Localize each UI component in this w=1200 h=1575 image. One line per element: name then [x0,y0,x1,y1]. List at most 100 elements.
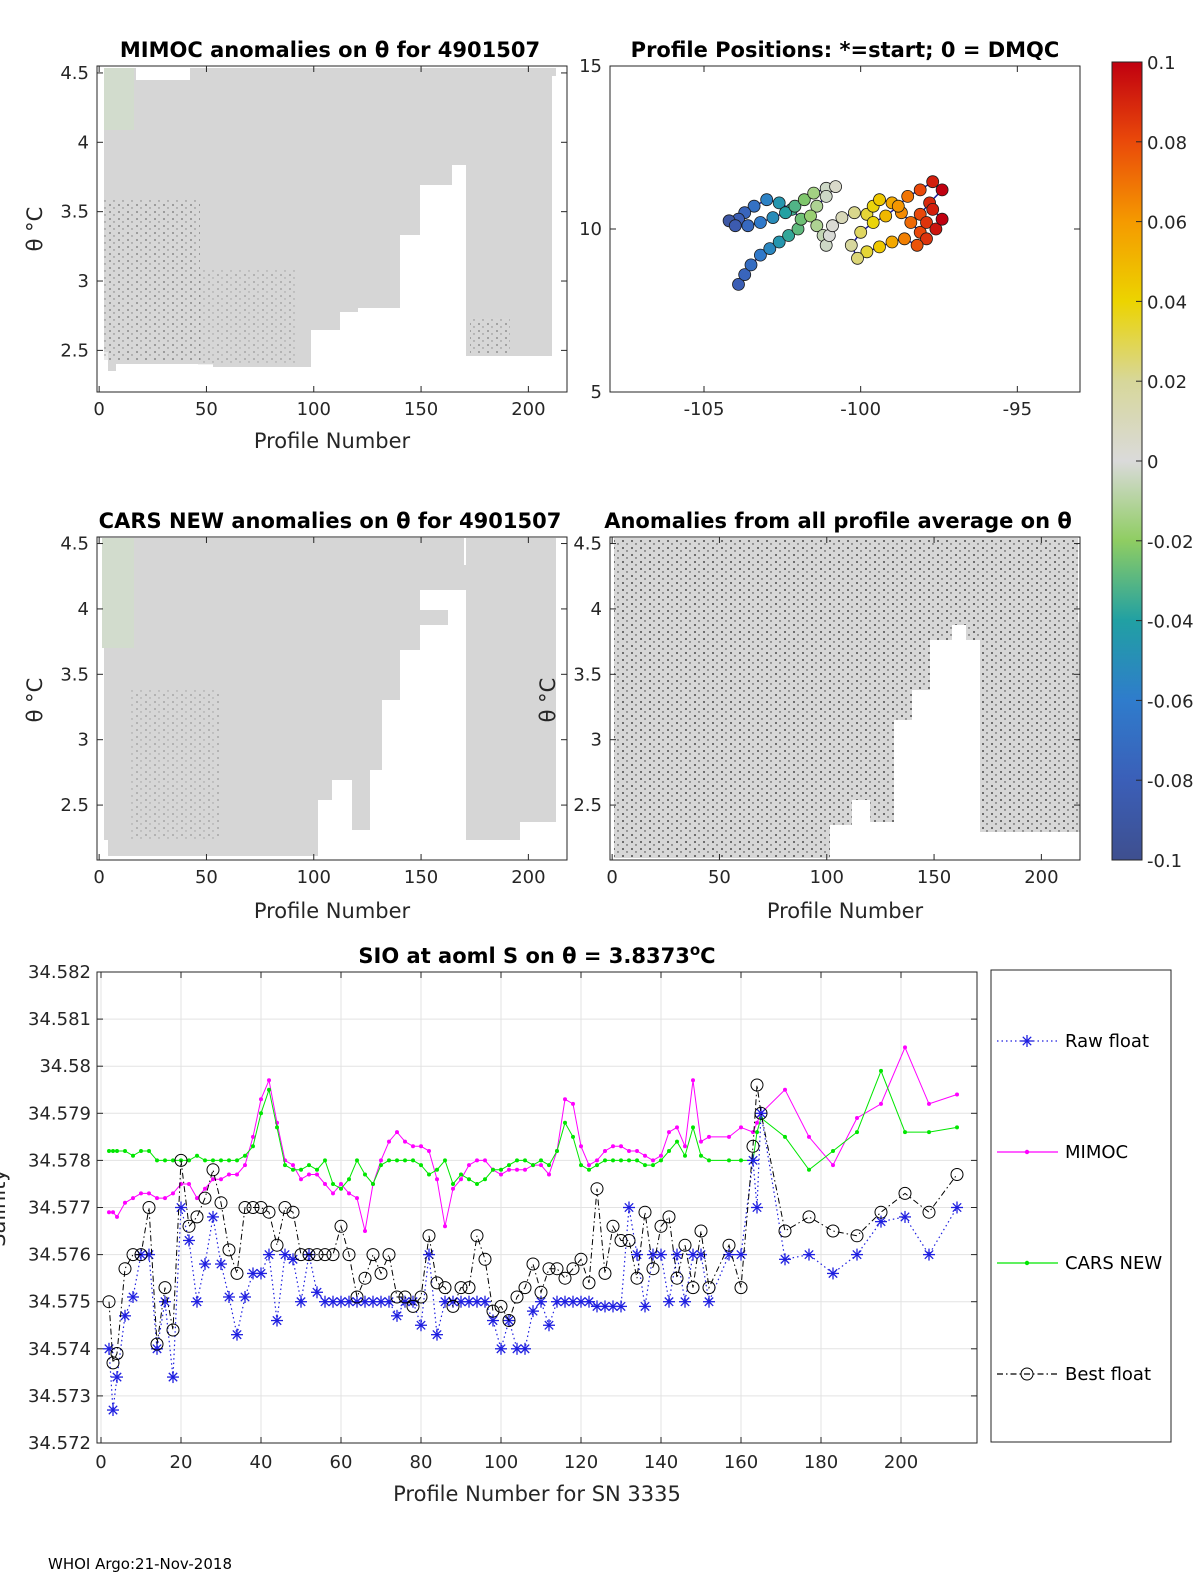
series-dot [683,1144,687,1149]
best-float-marker [414,1290,428,1304]
x-tick-label: 60 [330,1452,353,1473]
track-point [929,222,943,236]
series-dot [643,1163,647,1168]
y-tick-label: 34.581 [28,1009,91,1030]
best-float-marker [694,1224,708,1238]
legend-label: CARS NEW [1065,1253,1162,1274]
series-dot [411,1158,415,1163]
series-best-float [102,1078,964,1370]
colorbar-tick-label: -0.08 [1147,771,1194,792]
series-dot [115,1214,119,1219]
series-dot [323,1182,327,1186]
series-dot [187,1158,191,1163]
best-float-marker [374,1266,388,1280]
y-tick-label: 34.58 [39,1056,91,1077]
x-tick-label: 200 [884,1452,918,1473]
best-float-marker [342,1248,356,1262]
track-point [879,209,893,223]
series-dot [659,1158,663,1163]
best-float-marker [494,1299,508,1313]
track-point [760,193,774,207]
series-dot [331,1191,335,1196]
best-float-marker [230,1266,244,1280]
series-dot [879,1101,883,1106]
cars-axes-box [96,536,568,861]
series-dot [539,1158,543,1163]
x-tick-label: 0 [93,399,104,420]
series-dot [315,1172,319,1177]
x-tick-label: 0 [606,867,617,888]
best-float-marker [534,1285,548,1299]
series-dot [107,1149,111,1153]
y-tick-label: 34.573 [28,1386,91,1407]
x-tick-label: 180 [804,1452,838,1473]
best-float-marker [358,1271,372,1285]
raw-float-marker [495,1342,507,1355]
series-dot [571,1134,575,1139]
colorbar-tick-label: 0.08 [1147,133,1187,154]
track-point [829,180,842,194]
series-dot [379,1158,383,1163]
series-dot [339,1186,343,1191]
track-point [804,209,817,223]
series-dot [483,1158,487,1163]
best-float-marker [254,1201,268,1214]
mimoc-contours [104,200,200,360]
series-dot [219,1177,223,1182]
raw-float-marker [207,1210,219,1223]
series-dot [275,1125,279,1130]
legend-item: CARS NEW [997,1253,1162,1274]
allavg-fill-right [980,622,1080,832]
series-dot [667,1149,671,1153]
raw-float-marker [527,1305,539,1318]
raw-float-marker [679,1295,691,1308]
best-float-marker [670,1271,684,1285]
legend-box [990,969,1172,1443]
series-dot [707,1134,711,1139]
series-dot [595,1163,599,1168]
series-dot [547,1163,551,1168]
raw-float-marker [723,1248,735,1261]
series-dot [611,1144,615,1149]
raw-float-marker [755,1107,767,1120]
allavg-fill [614,538,1078,858]
colorbar-ticks: 0.1 0.08 0.06 0.04 0.02 0 -0.02 -0.04 -0.06 -0.08… [1136,53,1194,872]
series-dot [903,1045,907,1050]
series-dot [219,1158,223,1163]
best-float-marker [106,1356,120,1370]
x-tick-label: 100 [484,1452,518,1473]
positions-axes: -105 -100 -95 5 10 15 [579,56,1080,420]
salinity-title: SIO at aoml S on θ = 3.8373oC [358,941,715,968]
y-tick-label: 3.5 [573,664,602,685]
series-dot [667,1130,671,1135]
raw-float-marker [175,1201,187,1214]
mimoc-contours-3 [470,318,510,354]
series-dot [111,1210,115,1215]
track-point [920,232,933,246]
track-point [788,199,802,213]
x-tick-label: 80 [410,1452,433,1473]
series-dot [347,1177,351,1182]
best-float-marker [778,1224,792,1238]
legend-marker [1024,1149,1030,1155]
series-dot [131,1196,135,1201]
series-dot [523,1167,527,1172]
y-tick-label: 4.5 [573,534,602,555]
series-dot [499,1167,503,1172]
best-float-marker [922,1205,936,1219]
raw-float-marker [575,1295,587,1308]
salinity-panel: SIO at aoml S on θ = 3.8373oC 0 20 40 60 80 1… [0,941,1172,1506]
raw-float-marker [415,1319,427,1332]
x-tick-label: 200 [511,867,545,888]
cars-title: CARS NEW anomalies on θ for 4901507 [99,509,562,533]
track-point [747,199,761,213]
positions-axes-box [609,65,1081,393]
best-float-marker [622,1234,636,1247]
raw-float-marker [263,1248,275,1261]
track-point [866,216,880,229]
series-dot [727,1158,731,1163]
y-tick-label: 4 [78,599,89,620]
series-dot [699,1139,703,1144]
best-float-marker [734,1281,748,1295]
raw-float-marker [567,1295,579,1308]
